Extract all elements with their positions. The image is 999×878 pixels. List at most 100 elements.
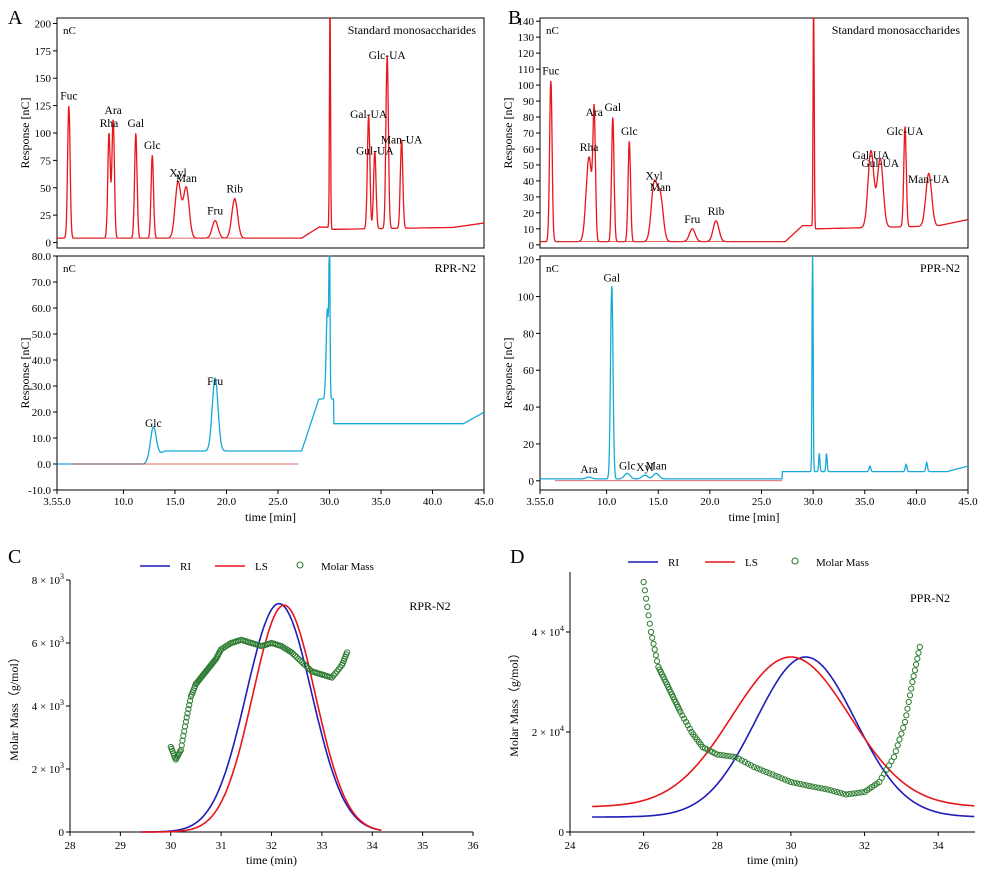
- y-tick-label: 80: [523, 112, 535, 124]
- molar-mass-point: [915, 649, 922, 656]
- peak-label: Fuc: [60, 91, 77, 103]
- x-tick-label: 3.55.0: [526, 496, 554, 508]
- peak-label: Glc: [621, 126, 638, 138]
- peak-label: Gal: [604, 102, 621, 114]
- y-tick-label: 130: [518, 32, 535, 44]
- molar-mass-point: [183, 714, 190, 721]
- peak-label: Glc: [144, 140, 161, 152]
- molar-mass-point: [840, 790, 847, 797]
- molar-mass-point: [305, 665, 312, 672]
- molar-mass-point: [797, 780, 804, 788]
- molar-mass-point: [677, 708, 684, 716]
- y-tick-mantissa: 6 × 10: [32, 638, 61, 650]
- molar-mass-point: [681, 715, 688, 722]
- y-tick-exponent: 3: [60, 635, 64, 644]
- molar-mass-point: [900, 724, 907, 731]
- y-tick-mantissa: 2 × 10: [532, 727, 561, 739]
- molar-mass-point: [833, 788, 841, 796]
- molar-mass-point: [650, 640, 657, 647]
- molar-mass-point: [679, 712, 686, 719]
- series-line-ri: [140, 602, 382, 833]
- y-tick-label: 125: [35, 101, 52, 113]
- molar-mass-point: [644, 603, 651, 611]
- molar-mass-point: [182, 718, 189, 725]
- peak-label: Gal-UA: [350, 109, 388, 121]
- molar-mass-point: [818, 785, 825, 792]
- molar-mass-point: [717, 751, 724, 759]
- peak-label: Xyl: [645, 171, 662, 183]
- y-tick-exponent: 3: [60, 572, 64, 581]
- y-tick-label: 0: [59, 827, 65, 839]
- x-tick-label: 35.0: [371, 496, 391, 508]
- molar-mass-point: [643, 595, 650, 602]
- y-tick-label: 50: [523, 160, 535, 172]
- plot-frame: [539, 255, 969, 491]
- molar-mass-point: [911, 667, 919, 674]
- molar-mass-point: [763, 768, 770, 776]
- x-axis-title: time [min]: [729, 510, 780, 524]
- y-tick-label: 90: [523, 96, 535, 108]
- y-tick-exponent: 4: [560, 624, 564, 633]
- y-tick-label: 100: [518, 80, 535, 92]
- molar-mass-point: [303, 663, 310, 670]
- x-tick-label: 33: [316, 840, 328, 852]
- molar-mass-point: [827, 787, 834, 794]
- peak-label: Ara: [580, 464, 597, 476]
- y-tick-label: 4 × 103: [32, 698, 64, 713]
- molar-mass-point: [186, 701, 193, 709]
- molar-mass-point: [735, 755, 742, 762]
- y-tick-label: 30.0: [32, 381, 52, 393]
- peak-label: Fru: [207, 206, 223, 218]
- series-line-ls: [140, 604, 382, 833]
- y-tick-label: 8 × 103: [32, 572, 64, 587]
- legend-label: Molar Mass: [321, 561, 374, 573]
- legend-label: RI: [668, 557, 679, 569]
- y-tick-label: 20: [523, 208, 535, 220]
- molar-mass-point: [184, 710, 191, 717]
- peak-label: Glc: [619, 460, 636, 472]
- y-tick-label: 60.0: [32, 303, 52, 315]
- y-tick-label: 75: [40, 155, 52, 167]
- molar-mass-point: [293, 654, 300, 661]
- x-tick-label: 10.0: [114, 496, 134, 508]
- peak-label: Man-UA: [908, 174, 950, 186]
- peak-label: Gal: [603, 272, 620, 284]
- x-tick-label: 30.0: [320, 496, 340, 508]
- molar-mass-point: [846, 791, 853, 798]
- y-axis-title: Response [nC]: [18, 98, 32, 169]
- molar-mass-point: [803, 782, 810, 789]
- molar-mass-point: [654, 658, 661, 665]
- molar-mass-point: [824, 786, 831, 793]
- molar-mass-point: [187, 697, 194, 704]
- molar-mass-point: [290, 650, 297, 658]
- x-tick-label: 15.0: [649, 496, 669, 508]
- y-tick-label: 10.0: [32, 433, 52, 445]
- molar-mass-point: [720, 752, 727, 759]
- unit-label: nC: [546, 25, 559, 37]
- series-line-ri: [592, 656, 975, 818]
- molar-mass-point: [781, 776, 788, 783]
- molar-mass-point: [296, 657, 304, 664]
- y-tick-label: 40.0: [32, 355, 52, 367]
- x-tick-label: 30: [165, 840, 177, 852]
- molar-mass-point: [890, 753, 898, 761]
- x-axis-title: time (min): [747, 853, 798, 867]
- legend-label: LS: [255, 561, 268, 573]
- y-tick-label: 120: [518, 255, 535, 267]
- y-axis-title: Response [nC]: [18, 338, 32, 409]
- y-axis-title: Response [nC]: [501, 338, 515, 409]
- y-tick-label: 30: [523, 192, 535, 204]
- x-tick-label: 32: [266, 840, 277, 852]
- molar-mass-point: [916, 643, 923, 651]
- chart-title: RPR-N2: [409, 599, 450, 613]
- x-tick-label: 25.0: [752, 496, 772, 508]
- y-tick-label: 80.0: [32, 251, 52, 263]
- molar-mass-point: [836, 789, 844, 796]
- molar-mass-point: [901, 718, 909, 726]
- peak-label: Gul-UA: [861, 158, 899, 170]
- peak-label: Man: [646, 460, 667, 472]
- x-tick-label: 25.0: [268, 496, 288, 508]
- y-tick-label: -10.0: [28, 485, 51, 497]
- panel-letter-c: C: [8, 546, 21, 568]
- molar-mass-point: [903, 712, 910, 719]
